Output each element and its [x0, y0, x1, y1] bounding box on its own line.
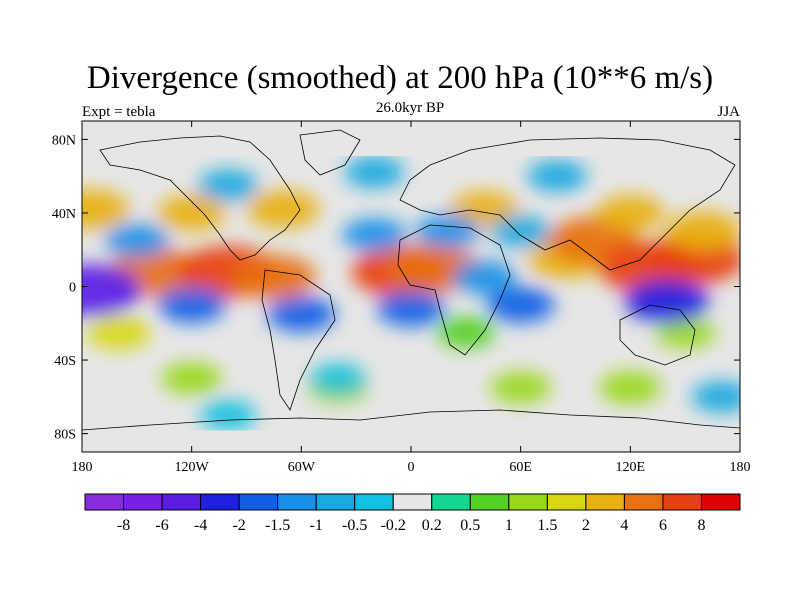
field-region-16 [161, 362, 222, 395]
y-tick-label-2: 0 [69, 281, 76, 296]
colorbar-label-0: -8 [117, 517, 130, 534]
colorbar-label-7: -0.2 [381, 517, 406, 534]
colorbar-label-6: -0.5 [342, 517, 367, 534]
australia-coastline [619, 304, 696, 366]
colorbar-swatch-16 [700, 493, 741, 511]
south-america-coastline [261, 269, 336, 411]
experiment-label: Expt = tebla [82, 104, 156, 120]
field-region-32 [490, 215, 551, 248]
colorbar-label-12: 2 [582, 517, 590, 534]
africa-coastline [397, 224, 511, 356]
colorbar-swatch-6 [315, 493, 356, 511]
field-region-30 [342, 218, 407, 253]
x-tick-label-4: 60E [509, 460, 532, 475]
field-region-29 [104, 223, 169, 258]
colorbar-swatch-13 [585, 493, 625, 511]
colorbar-swatch-3 [200, 493, 240, 511]
colorbar-label-15: 8 [697, 517, 705, 534]
field-region-33 [198, 169, 259, 202]
coastlines [82, 129, 740, 431]
field-region-20 [655, 316, 716, 349]
field-region-2 [231, 255, 316, 300]
field-region-35 [527, 160, 588, 193]
chart-title: Divergence (smoothed) at 200 hPa (10**6 … [86, 60, 714, 96]
colorbar-label-13: 4 [620, 517, 628, 534]
field-region-21 [436, 316, 496, 349]
colorbar-swatch-15 [662, 493, 702, 511]
field-region-19 [599, 371, 662, 405]
field-region-15 [86, 315, 151, 350]
colorbar-label-9: 0.5 [460, 517, 480, 534]
field-region-24 [377, 290, 445, 327]
map-area [81, 120, 741, 453]
colorbar-swatch-7 [354, 493, 394, 511]
colorbar-label-14: 6 [659, 517, 667, 534]
colorbar-label-4: -1.5 [265, 517, 290, 534]
y-tick-label-1: 40N [52, 207, 76, 222]
field-region-10 [82, 189, 130, 230]
colorbar-label-2: -4 [194, 517, 207, 534]
field-region-18 [490, 371, 551, 404]
colorbar-swatch-11 [508, 493, 548, 511]
colorbar-label-11: 1.5 [537, 517, 557, 534]
colorbar: -8 -6 -4 -2 -1.5 -1 -0.5 -0.2 0.2 0.5 1 1.5 2 4 6 8 [84, 493, 741, 534]
field-region-25 [486, 286, 555, 323]
field-region-22 [157, 286, 226, 323]
field-region-9 [665, 211, 740, 252]
y-tick-label-0: 80N [52, 133, 76, 148]
x-axis: 180 120W 60W 0 60E 120E 180 [72, 121, 751, 475]
x-tick-label-2: 60W [288, 460, 316, 475]
field-region-31 [415, 214, 480, 249]
y-tick-label-4: 80S [54, 428, 76, 443]
colorbar-label-1: -6 [155, 517, 168, 534]
colorbar-swatch-14 [623, 493, 664, 511]
colorbar-label-10: 1 [505, 517, 513, 534]
y-tick-label-3: 40S [54, 354, 76, 369]
colorbar-swatch-8 [392, 493, 433, 511]
eurasia-coastline [399, 137, 736, 271]
x-tick-label-1: 120W [175, 460, 210, 475]
colorbar-swatch-9 [431, 493, 471, 511]
field-region-12 [247, 190, 320, 229]
field-region-23 [267, 296, 336, 333]
colorbar-swatch-0 [84, 493, 125, 511]
field-region-28 [452, 260, 517, 295]
colorbar-swatch-1 [123, 493, 163, 511]
field-region-38 [691, 380, 740, 413]
y-axis: 80N 40N 0 40S 80S [52, 133, 740, 443]
colorbar-swatch-12 [546, 493, 587, 511]
colorbar-swatch-5 [277, 493, 317, 511]
colorbar-swatch-10 [469, 493, 510, 511]
x-tick-label-3: 0 [408, 460, 415, 475]
field-region-36 [309, 363, 366, 394]
colorbar-label-8: 0.2 [422, 517, 442, 534]
x-tick-label-0: 180 [72, 460, 93, 475]
antarctica-coastline [82, 409, 740, 431]
time-label: 26.0kyr BP [375, 100, 445, 116]
field-region-11 [157, 194, 226, 231]
colorbar-label-5: -1 [310, 517, 323, 534]
x-tick-label-5: 120E [616, 460, 646, 475]
colorbar-label-3: -2 [232, 517, 245, 534]
field-region-27 [82, 264, 142, 317]
field-region-14 [596, 194, 665, 231]
field-region-34 [344, 156, 405, 189]
colorbar-swatch-4 [238, 493, 279, 511]
field-region-37 [200, 400, 257, 431]
field-region-26 [624, 279, 709, 324]
greenland-coastline [299, 129, 361, 176]
north-america-coastline [99, 135, 301, 261]
colorbar-swatch-2 [161, 493, 202, 511]
x-tick-label-6: 180 [730, 460, 751, 475]
season-label: JJA [717, 104, 740, 120]
